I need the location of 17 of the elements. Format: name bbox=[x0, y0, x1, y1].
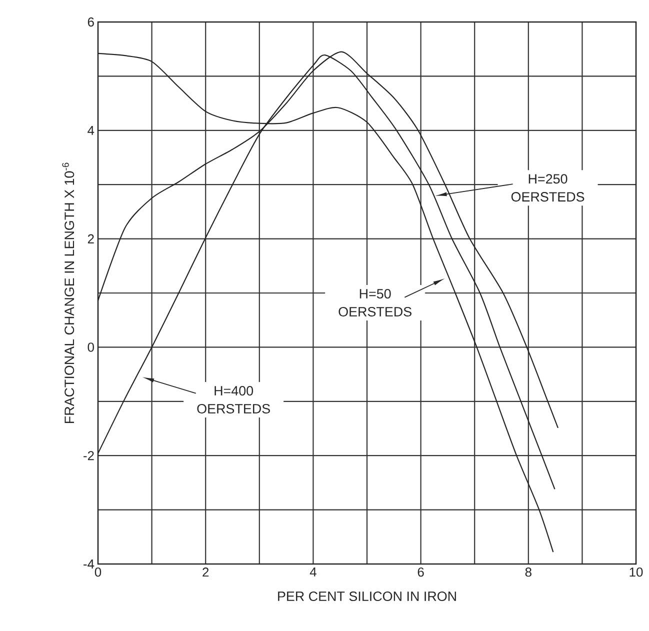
y-tick-label: 6 bbox=[88, 17, 94, 27]
x-tick-label: 8 bbox=[525, 568, 532, 577]
x-tick-label: 0 bbox=[94, 568, 102, 577]
x-tick-label: 6 bbox=[418, 568, 424, 577]
annotation: H=400 OERSTEDS bbox=[197, 386, 270, 414]
y-tick-label: 2 bbox=[88, 234, 94, 244]
x-tick-label: 10 bbox=[630, 568, 643, 577]
y-tick-label: 4 bbox=[88, 126, 94, 135]
x-tick-label: 2 bbox=[202, 568, 209, 577]
annotation: H=50 OERSTEDS bbox=[338, 289, 412, 316]
y-tick-label: 0 bbox=[88, 342, 94, 352]
x-tick-label: 4 bbox=[310, 568, 316, 576]
y-axis-title: FRACTIONAL CHANGE IN LENGTH X 10$^{-6}$ bbox=[62, 162, 74, 423]
y-tick-label: -2 bbox=[84, 451, 94, 460]
x-axis-title: PER CENT SILICON IN IRON bbox=[278, 592, 456, 602]
y-tick-label: -4 bbox=[84, 560, 94, 568]
annotation: H=250 OERSTEDS bbox=[511, 174, 584, 202]
